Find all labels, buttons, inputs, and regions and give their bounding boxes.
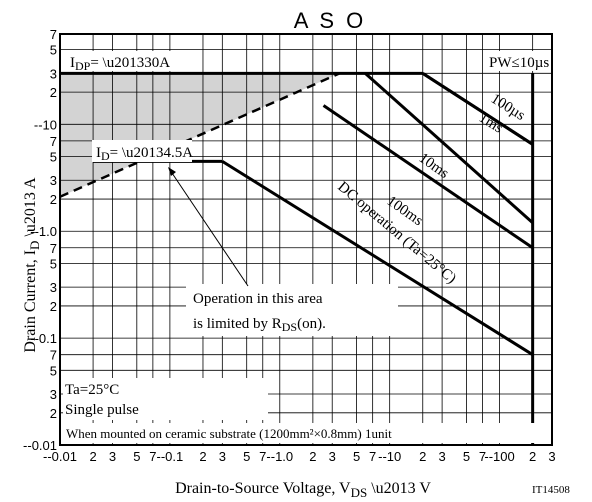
y-tick-label: 2: [50, 299, 57, 314]
y-tick-label: --10: [34, 117, 57, 132]
y-tick-label: 3: [50, 280, 57, 295]
x-tick-label: 3: [548, 449, 555, 464]
chart-title: A S O: [294, 8, 366, 33]
y-tick-label: 5: [50, 150, 57, 165]
y-tick-label: 5: [50, 43, 57, 58]
y-tick-label: 7: [50, 27, 57, 42]
y-tick-label: 2: [50, 85, 57, 100]
curve-10ms: [364, 72, 534, 224]
id-label-box: [92, 140, 192, 162]
x-tick-label: 2: [309, 449, 316, 464]
x-tick-label: 5: [133, 449, 140, 464]
x-tick-labels: --0.01 2 3 5 7 --0.1 2 3 5 7 --1.0 2 3 5 7 --10 2 3 5 7--10…: [43, 449, 556, 464]
y-tick-label: 2: [50, 192, 57, 207]
x-tick-label: 3: [438, 449, 445, 464]
curve-label-10ms: 10ms: [416, 150, 452, 182]
x-tick-label: --1.0: [266, 449, 293, 464]
x-tick-label: --0.01: [43, 449, 77, 464]
curve-dc: [221, 160, 534, 356]
y-tick-label: 5: [50, 256, 57, 271]
x-tick-label: 7: [149, 449, 156, 464]
ta-label: Ta=25°C: [65, 382, 119, 398]
id-label: ID= \u20134.5A: [96, 145, 193, 163]
plot-area: [59, 33, 553, 446]
x-tick-label: 7: [369, 449, 376, 464]
x-tick-label: 3: [219, 449, 226, 464]
note-box: [186, 284, 398, 336]
y-tick-label: 5: [50, 363, 57, 378]
note-line-2: is limited by RDS(on).: [193, 316, 326, 334]
pw-label-box: [486, 51, 550, 71]
x-tick-label: 7: [479, 449, 486, 464]
x-tick-label: 3: [109, 449, 116, 464]
y-tick-label: 3: [50, 387, 57, 402]
curve-label-1ms: 1ms: [476, 110, 506, 137]
x-axis-label: Drain-to-Source Voltage, VDS \u2013 V: [175, 480, 431, 500]
curve-100ms: [322, 104, 534, 250]
note-line-1: Operation in this area: [193, 291, 323, 307]
pulse-label: Single pulse: [65, 402, 139, 418]
y-tick-label: 7: [50, 241, 57, 256]
x-tick-label: 2: [529, 449, 536, 464]
idp-label-box: [66, 51, 194, 71]
y-tick-label: --0.1: [30, 331, 57, 346]
y-tick-label: 3: [50, 66, 57, 81]
figure-number: IT14508: [532, 484, 570, 496]
note-arrowhead: [168, 167, 176, 176]
x-tick-label: 5: [353, 449, 360, 464]
pw-label: PW≤10µs: [489, 55, 549, 71]
y-tick-label: 7: [50, 134, 57, 149]
x-tick-label: 2: [419, 449, 426, 464]
x-tick-label: --0.1: [157, 449, 184, 464]
curve-1ms: [421, 72, 534, 146]
y-tick-label: 3: [50, 173, 57, 188]
x-tick-label: 5: [243, 449, 250, 464]
x-tick-label: 2: [89, 449, 96, 464]
note-arrow: [171, 172, 249, 287]
x-tick-label: --100: [484, 449, 514, 464]
mount-box: [63, 423, 549, 443]
y-axis-label: Drain Current, ID \u2013 A: [22, 177, 42, 353]
y-tick-label: --1.0: [30, 224, 57, 239]
x-tick-label: 2: [199, 449, 206, 464]
y-tick-label: 7: [50, 348, 57, 363]
x-tick-label: 7: [259, 449, 266, 464]
rds-on-limit-line: [59, 72, 341, 198]
plot-frame: [59, 33, 553, 446]
y-tick-label: --0.01: [23, 438, 57, 453]
mount-label: When mounted on ceramic substrate (1200m…: [66, 426, 392, 441]
x-tick-label: 5: [463, 449, 470, 464]
idp-label: IDP= \u201330A: [70, 55, 170, 73]
conditions-box: [63, 378, 268, 420]
x-tick-label: 3: [329, 449, 336, 464]
x-tick-label: --10: [378, 449, 401, 464]
y-tick-label: 2: [50, 406, 57, 421]
